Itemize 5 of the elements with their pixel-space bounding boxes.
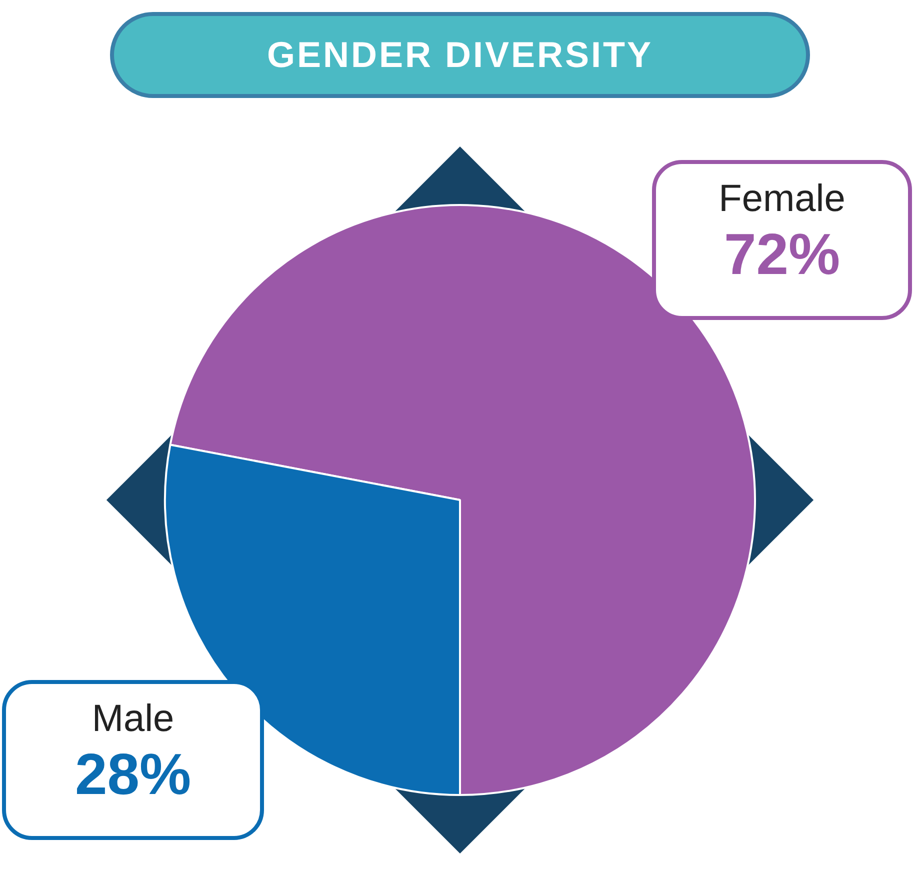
data-label: 28% [74,741,192,808]
data-label: 72% [722,221,842,288]
chart-title: GENDER DIVERSITY [110,12,810,98]
slice-label: Female [718,178,846,221]
slice-label: Male [90,698,176,741]
